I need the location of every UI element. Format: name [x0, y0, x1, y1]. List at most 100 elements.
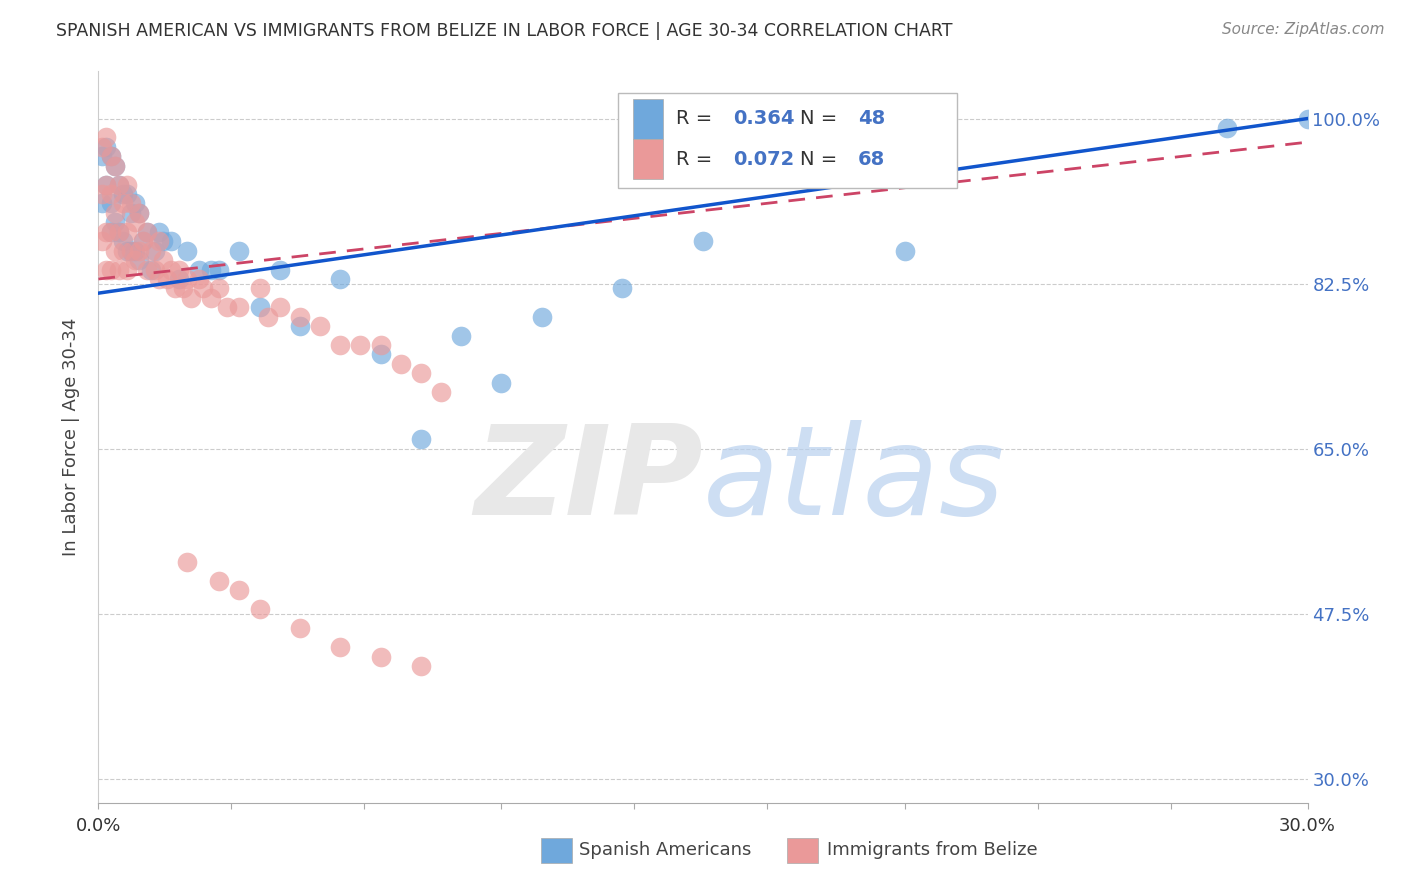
Point: [107, 225, 129, 239]
Point: [115, 244, 138, 258]
Point: [103, 244, 125, 258]
Point: [96, 225, 118, 239]
Point: [188, 272, 211, 286]
Point: [409, 367, 432, 381]
Point: [100, 187, 122, 202]
Point: [100, 262, 122, 277]
Point: [389, 357, 412, 371]
Point: [135, 262, 157, 277]
Point: [111, 244, 134, 258]
Point: [349, 338, 371, 352]
Point: [193, 281, 215, 295]
Text: 48: 48: [858, 110, 884, 128]
Point: [91, 149, 114, 163]
Text: R =: R =: [676, 150, 718, 169]
Point: [208, 281, 231, 295]
Point: [103, 159, 125, 173]
Point: [91, 187, 114, 202]
Point: [100, 149, 122, 163]
Point: [96, 140, 118, 154]
Text: atlas: atlas: [703, 420, 1005, 541]
Point: [200, 291, 222, 305]
Point: [156, 272, 179, 286]
Point: [96, 178, 118, 192]
Point: [1296, 112, 1319, 126]
Point: [329, 640, 352, 654]
Point: [91, 140, 114, 154]
Point: [228, 583, 250, 598]
Point: [491, 376, 513, 390]
Point: [128, 244, 150, 258]
Point: [139, 262, 162, 277]
Point: [249, 602, 271, 616]
Point: [370, 649, 392, 664]
Point: [329, 338, 352, 352]
Point: [107, 178, 129, 192]
Point: [176, 555, 198, 569]
Point: [692, 234, 714, 248]
Point: [249, 301, 271, 315]
Point: [893, 244, 915, 258]
Point: [1216, 120, 1239, 135]
Point: [111, 187, 134, 202]
Point: [107, 262, 129, 277]
Text: R =: R =: [676, 110, 718, 128]
Point: [111, 234, 134, 248]
Point: [91, 196, 114, 211]
Point: [188, 262, 211, 277]
Point: [100, 149, 122, 163]
Point: [124, 244, 146, 258]
Point: [228, 244, 250, 258]
Point: [309, 319, 332, 334]
Point: [288, 319, 311, 334]
Point: [103, 206, 125, 220]
Point: [530, 310, 553, 324]
Point: [160, 262, 183, 277]
Text: Spanish Americans: Spanish Americans: [579, 841, 752, 859]
Point: [124, 196, 146, 211]
Point: [100, 225, 122, 239]
Point: [91, 234, 114, 248]
Point: [409, 659, 432, 673]
Point: [163, 281, 186, 295]
Point: [288, 621, 311, 635]
Text: 0.364: 0.364: [734, 110, 794, 128]
Text: 0.072: 0.072: [734, 150, 794, 169]
Point: [329, 272, 352, 286]
Point: [200, 262, 222, 277]
Point: [208, 262, 231, 277]
Point: [256, 310, 278, 324]
Text: N =: N =: [800, 150, 844, 169]
Point: [128, 206, 150, 220]
Point: [120, 244, 142, 258]
Text: SPANISH AMERICAN VS IMMIGRANTS FROM BELIZE IN LABOR FORCE | AGE 30-34 CORRELATIO: SPANISH AMERICAN VS IMMIGRANTS FROM BELI…: [56, 22, 953, 40]
Point: [172, 281, 194, 295]
Text: 68: 68: [858, 150, 884, 169]
Y-axis label: In Labor Force | Age 30-34: In Labor Force | Age 30-34: [62, 318, 80, 557]
Point: [103, 159, 125, 173]
Point: [96, 130, 118, 145]
Text: N =: N =: [800, 110, 844, 128]
Point: [132, 234, 155, 248]
Point: [370, 338, 392, 352]
Point: [450, 328, 472, 343]
Point: [124, 253, 146, 268]
Point: [120, 244, 142, 258]
Point: [115, 187, 138, 202]
Text: Immigrants from Belize: Immigrants from Belize: [827, 841, 1038, 859]
Point: [115, 225, 138, 239]
Point: [96, 262, 118, 277]
Point: [288, 310, 311, 324]
Point: [103, 215, 125, 229]
Point: [249, 281, 271, 295]
Point: [370, 347, 392, 361]
Point: [269, 301, 291, 315]
Point: [217, 301, 239, 315]
Point: [176, 244, 198, 258]
Point: [612, 281, 634, 295]
Point: [107, 225, 129, 239]
Point: [160, 234, 183, 248]
Point: [111, 196, 134, 211]
Point: [409, 433, 432, 447]
Text: Source: ZipAtlas.com: Source: ZipAtlas.com: [1222, 22, 1385, 37]
